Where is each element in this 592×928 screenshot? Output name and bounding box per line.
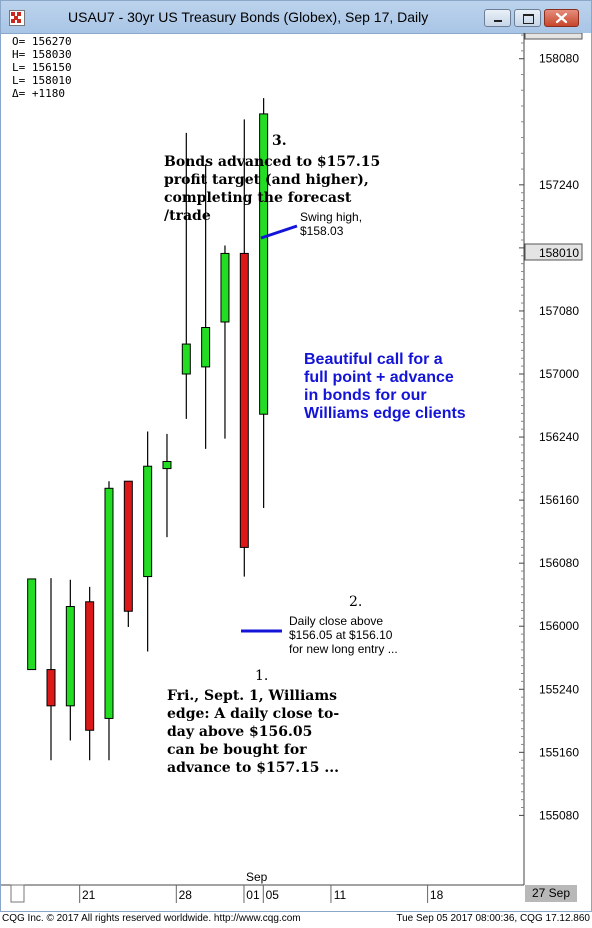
y-tick-label: 158080 [539, 52, 579, 66]
y-tick-label: 155160 [539, 745, 579, 759]
title-bar[interactable]: USAU7 - 30yr US Treasury Bonds (Globex),… [1, 1, 591, 34]
note1-line5: advance to $157.15 ... [167, 760, 339, 776]
close-button[interactable] [544, 9, 579, 27]
x-tick-label: 05 [266, 888, 280, 902]
x-tick-label: 11 [334, 888, 347, 902]
ohlc-open: O= 156270 [12, 35, 72, 48]
maximize-icon [523, 14, 534, 24]
y-tick-label: 155240 [539, 682, 579, 696]
note2-number: 2. [349, 594, 362, 610]
x-tick-label: 28 [179, 888, 193, 902]
x-tick-label: 01 [246, 888, 260, 902]
candle-body [181, 343, 191, 375]
swing-high-pointer [260, 224, 298, 240]
note1-line4: can be bought for [167, 742, 307, 758]
last-price-label: 158010 [539, 246, 579, 260]
y-tick-label: 156080 [539, 556, 579, 570]
candle-body [201, 326, 211, 368]
candle-body [65, 606, 75, 707]
app-icon [9, 10, 25, 26]
close-icon [555, 12, 568, 24]
x-tick-label: 18 [430, 888, 444, 902]
status-footer: CQG Inc. © 2017 All rights reserved worl… [0, 912, 592, 928]
blue-note-line1: Beautiful call for a [304, 351, 443, 368]
minimize-icon [494, 20, 502, 22]
current-date-box [525, 885, 577, 902]
blue-note-line3: in bonds for our [304, 387, 427, 404]
window-title: USAU7 - 30yr US Treasury Bonds (Globex),… [68, 9, 429, 25]
candle-body [239, 252, 249, 548]
candle-body [27, 578, 37, 671]
swing-high-line2: $158.03 [300, 224, 344, 238]
candle-body [162, 460, 172, 470]
ohlc-readout: O= 156270 H= 158030 L= 156150 L= 158010 … [12, 35, 72, 100]
y-tick-label: 157240 [539, 178, 579, 192]
top-price-box [524, 33, 583, 40]
scroll-thumb[interactable] [10, 884, 25, 903]
note3-line4: /trade [164, 208, 211, 224]
candle-body [46, 669, 56, 707]
note1-number: 1. [255, 668, 268, 684]
last-price-box [524, 243, 583, 261]
note2-line3: for new long entry ... [289, 642, 398, 656]
ohlc-low: L= 156150 [12, 61, 72, 74]
candle-body [143, 465, 153, 578]
note1-line1: Fri., Sept. 1, Williams [167, 688, 337, 704]
y-tick-label: 156240 [539, 430, 579, 444]
minimize-button[interactable] [484, 9, 511, 27]
price-chart[interactable]: 155080 155160 155240 156000 156080 156160 1562… [1, 33, 591, 911]
date-axis-ticks: 21 28 01 05 11 18 Sep [79, 870, 444, 903]
note3-line3: completing the forecast [164, 190, 352, 206]
timestamp-text: Tue Sep 05 2017 08:00:36, CQG 17.12.860 [396, 913, 590, 924]
y-tick-label: 156160 [539, 493, 579, 507]
ohlc-high: H= 158030 [12, 48, 72, 61]
current-date-label: 27 Sep [532, 886, 570, 900]
x-tick-label: 21 [82, 888, 96, 902]
y-tick-label: 156000 [539, 619, 579, 633]
candlestick-series [27, 98, 269, 761]
candle-body [259, 113, 269, 415]
y-tick-label: 155080 [539, 808, 579, 822]
copyright-text: CQG Inc. © 2017 All rights reserved worl… [2, 913, 301, 924]
month-label: Sep [246, 870, 268, 884]
note2-line2: $156.05 at $156.10 [289, 628, 393, 642]
y-tick-label: 157000 [539, 367, 579, 381]
ohlc-last: L= 158010 [12, 74, 72, 87]
y-tick-label: 157080 [539, 304, 579, 318]
candle-body [220, 252, 230, 323]
candle-body [85, 601, 95, 731]
ohlc-change: Δ= +1180 [12, 87, 65, 100]
note3-line1: Bonds advanced to $157.15 [164, 154, 380, 170]
note3-number: 3. [272, 133, 287, 149]
note2-line1: Daily close above [289, 614, 383, 628]
candle-body [123, 480, 133, 612]
note3-line2: profit target (and higher), [164, 172, 369, 188]
blue-note-line2: full point + advance [304, 369, 454, 386]
note1-line3: day above $156.05 [167, 724, 312, 740]
blue-note-line4: Williams edge clients [304, 405, 466, 422]
price-axis-bg [524, 33, 591, 885]
note1-line2: edge: A daily close to- [167, 706, 339, 722]
swing-high-line1: Swing high, [300, 210, 362, 224]
candle-body [104, 487, 114, 719]
maximize-button[interactable] [514, 9, 541, 27]
date-axis-bg [1, 885, 524, 903]
